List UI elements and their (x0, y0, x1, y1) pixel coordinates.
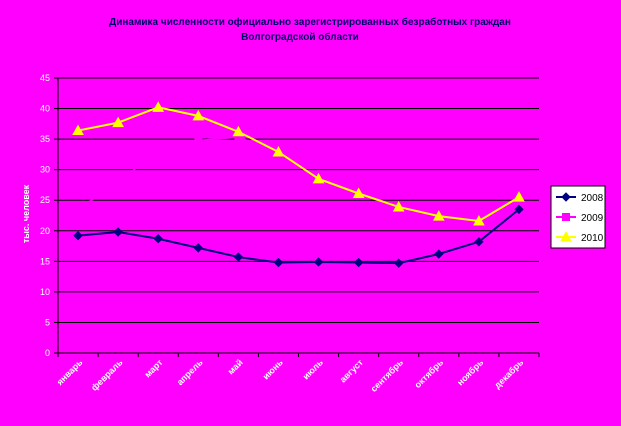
point-2008-сентябрь (394, 258, 404, 268)
point-2009-март (154, 147, 163, 156)
legend-marker-2009 (562, 213, 570, 221)
y-tick-label-0: 0 (45, 348, 50, 358)
point-2010-июнь (272, 145, 285, 157)
point-2008-июнь (273, 257, 284, 268)
point-2010-октябрь (432, 210, 445, 221)
point-2008-январь (73, 230, 83, 241)
point-2008-ноябрь (474, 237, 484, 247)
series-line-2010 (77, 106, 520, 223)
point-2010-сентябрь (392, 200, 405, 212)
legend-label-2010: 2010 (581, 233, 604, 244)
plot-area: 0 5 10 15 20 25 30 35 40 45 январь февраль март апрел… (40, 73, 540, 394)
point-2010-ноябрь (473, 214, 485, 226)
y-tick-label-20: 20 (40, 226, 50, 236)
y-tick-label-45: 45 (40, 73, 50, 83)
legend-marker-2010 (560, 230, 572, 242)
legend-marker-2008 (561, 192, 571, 202)
point-2008-декабрь (514, 204, 524, 215)
y-axis-label: тыс. человек (21, 184, 31, 243)
x-tick-label-12: декабрь (492, 357, 525, 390)
point-2009-февраль (114, 177, 123, 186)
point-2008-апрель (193, 243, 203, 253)
point-2008-октябрь (434, 249, 444, 259)
x-tick-label-5: май (226, 357, 245, 376)
y-tick-label-30: 30 (40, 165, 50, 175)
x-tick-label-8: август (338, 357, 366, 385)
series-line-2008 (77, 208, 520, 265)
point-2008-март (153, 234, 163, 244)
point-2010-февраль (112, 116, 124, 128)
y-tick-label-10: 10 (40, 287, 50, 297)
x-tick-label-10: октябрь (412, 357, 445, 390)
chart-title-line-2: Волгоградской области (241, 31, 359, 43)
point-2010-июль (312, 172, 325, 184)
y-tick-label-40: 40 (40, 104, 50, 114)
y-tick-label-5: 5 (45, 317, 50, 327)
x-tick-label-6: июнь (261, 357, 286, 382)
x-tick-label-3: март (142, 357, 165, 380)
y-tick-label-25: 25 (40, 195, 50, 205)
point-2010-март (152, 101, 165, 112)
x-tick-label-1: январь (55, 357, 85, 387)
point-2010-апрель (192, 109, 205, 121)
x-tick-label-2: февраль (89, 357, 125, 393)
legend-label-2009: 2009 (581, 213, 604, 224)
chart-title-line-1: Динамика численности официально зарегист… (109, 16, 511, 28)
point-2009-январь (74, 205, 83, 214)
point-2010-август (352, 187, 365, 198)
y-tick-label-35: 35 (40, 134, 50, 144)
y-tick-label-15: 15 (40, 256, 50, 266)
legend-label-2008: 2008 (581, 193, 604, 204)
point-2010-январь (72, 124, 84, 136)
x-tick-label-11: ноябрь (455, 357, 485, 387)
x-tick-label-9: сентябрь (369, 357, 406, 394)
x-tick-label-7: июль (301, 357, 326, 382)
point-2010-декабрь (513, 191, 525, 202)
legend: 2008 2009 2010 (550, 185, 606, 249)
series-line-2009 (77, 136, 520, 222)
point-2008-июль (313, 257, 324, 267)
point-2010-май (232, 125, 245, 137)
point-2009-апрель (194, 136, 203, 145)
point-2008-февраль (113, 227, 123, 237)
point-2008-август (353, 257, 364, 268)
point-2008-май (233, 252, 244, 262)
x-tick-label-4: апрель (175, 357, 205, 387)
